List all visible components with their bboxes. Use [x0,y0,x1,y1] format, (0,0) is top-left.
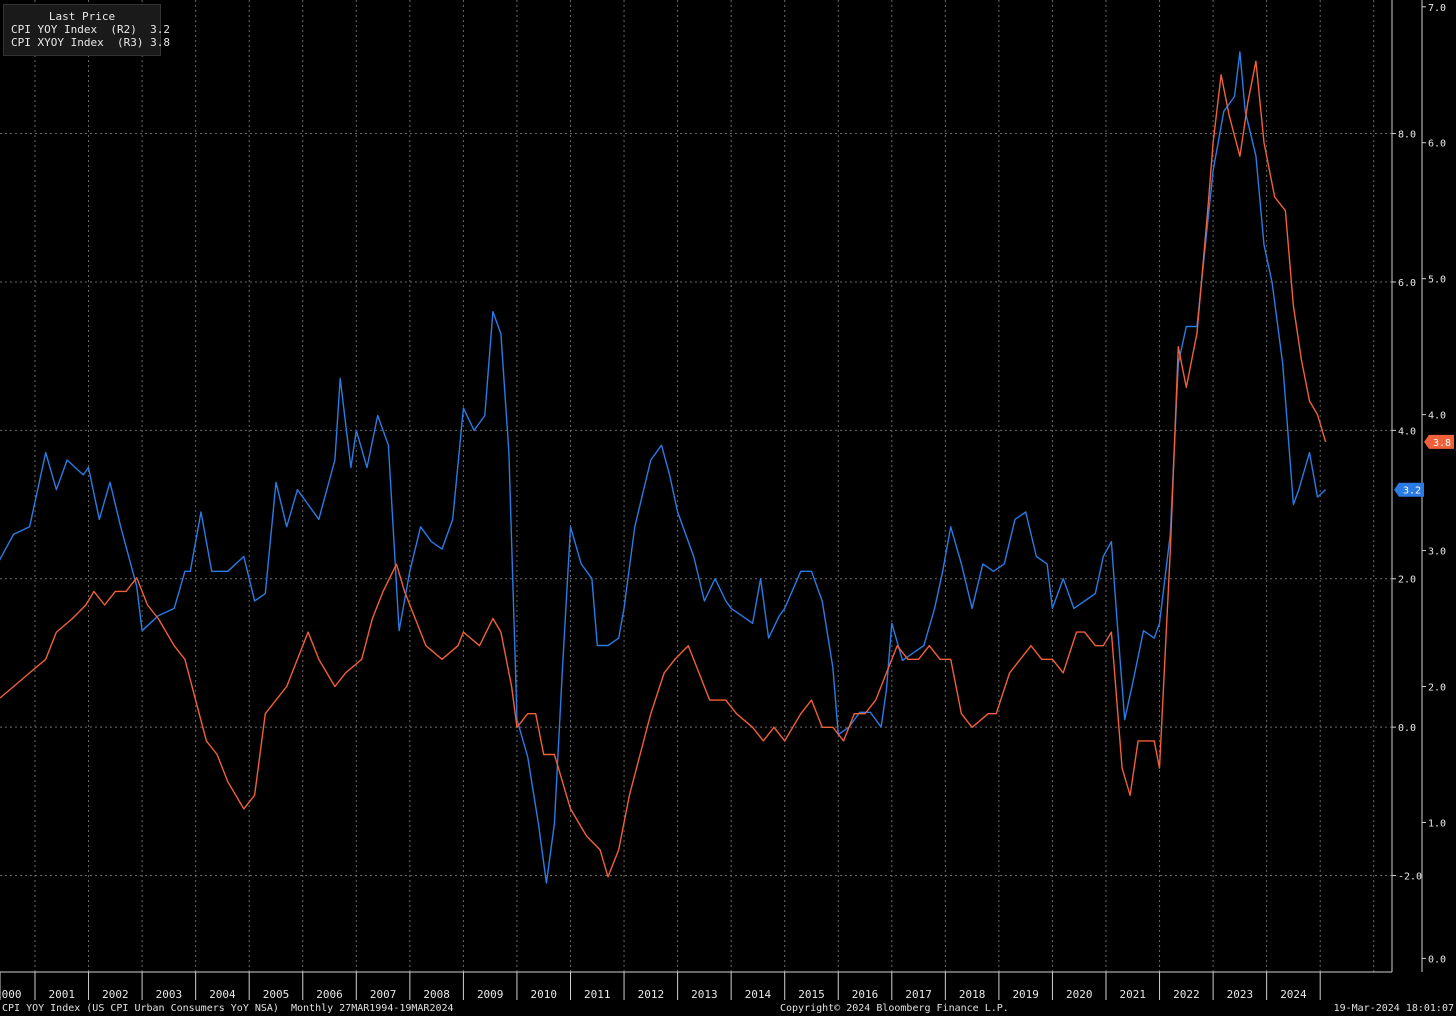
x-tick-label: 2019 [1012,988,1039,1001]
r3-tick-label: 6.0 [1428,139,1446,150]
r3-tick-label: 1.0 [1428,818,1446,829]
last-value-label-cpi-yoy: 3.2 [1403,486,1421,497]
x-tick-label: 2015 [798,988,825,1001]
last-value-tag-cpi-xyoy [1424,434,1454,449]
last-value-label-cpi-xyoy: 3.8 [1433,438,1451,449]
x-tick-label: 2006 [316,988,343,1001]
x-tick-label: 2016 [852,988,879,1001]
gridlines [0,0,1392,972]
x-tick-label: 2013 [691,988,718,1001]
x-tick-label: 2004 [209,988,236,1001]
x-tick-label: 2018 [959,988,986,1001]
x-tick-label: 2017 [905,988,932,1001]
x-tick-label: 2000 [0,988,22,1001]
x-tick-label: 2023 [1227,988,1254,1001]
r3-tick-label: 2.0 [1428,683,1446,694]
series-line-cpi-xyoy [0,60,1327,878]
x-tick-label: 2020 [1066,988,1093,1001]
x-tick-label: 2009 [477,988,504,1001]
x-tick-label: 2011 [584,988,611,1001]
x-tick-label: 2008 [423,988,450,1001]
footer-description: CPI YOY Index (US CPI Urban Consumers Yo… [2,1003,454,1014]
footer-bar: CPI YOY Index (US CPI Urban Consumers Yo… [0,1002,1456,1016]
x-tick-label: 2003 [156,988,183,1001]
r2-tick-label: -2.0 [1398,872,1422,883]
r2-tick-label: 4.0 [1398,426,1416,437]
x-tick-label: 2012 [638,988,665,1001]
x-tick-label: 2021 [1120,988,1147,1001]
legend-label-cpi-xyoy: CPI XYOY Index (R3) 3.8 [11,36,170,49]
last-value-tags: 3.2 3.8 [1394,434,1454,497]
series-line-cpi-yoy [0,51,1327,884]
legend-label-cpi-yoy: CPI YOY Index (R2) 3.2 [11,23,170,36]
right-axes: -2.0 0.0 2.0 4.0 6.0 8.0 0.0 1.0 2.0 3.0 4.0 5.0 6.0… [1391,0,1446,972]
x-tick-label: 2010 [531,988,558,1001]
footer-copyright: Copyright© 2024 Bloomberg Finance L.P. [780,1003,1009,1014]
x-tick-label: 2007 [370,988,397,1001]
r2-tick-label: 8.0 [1398,130,1416,141]
x-tick-label: 2001 [49,988,76,1001]
r3-tick-label: 0.0 [1428,954,1446,965]
legend-item-cpi-xyoy: CPI XYOY Index (R3) 3.8 [4,36,170,49]
r3-tick-label: 4.0 [1428,411,1446,422]
x-tick-label: 2014 [745,988,772,1001]
x-tick-label: 2022 [1173,988,1200,1001]
x-tick-label: 2005 [263,988,290,1001]
r3-tick-label: 7.0 [1428,3,1446,14]
last-value-tag-cpi-yoy [1394,482,1424,497]
legend-header: Last Price [48,10,116,23]
x-axis: 1999200020012002200320042005200620072008… [0,971,1392,1001]
r2-tick-label: 6.0 [1398,278,1416,289]
series-lines [0,51,1327,884]
legend-item-cpi-yoy: CPI YOY Index (R2) 3.2 [4,23,170,36]
legend: Last Price CPI YOY Index (R2) 3.2 CPI XY… [3,4,170,56]
r2-tick-label: 2.0 [1398,575,1416,586]
r2-tick-label: 0.0 [1398,723,1416,734]
r3-tick-label: 5.0 [1428,275,1446,286]
footer-timestamp: 19-Mar-2024 18:01:07 [1333,1003,1454,1014]
x-tick-label: 2002 [102,988,129,1001]
r3-tick-label: 3.0 [1428,547,1446,558]
x-tick-label: 2024 [1280,988,1307,1001]
